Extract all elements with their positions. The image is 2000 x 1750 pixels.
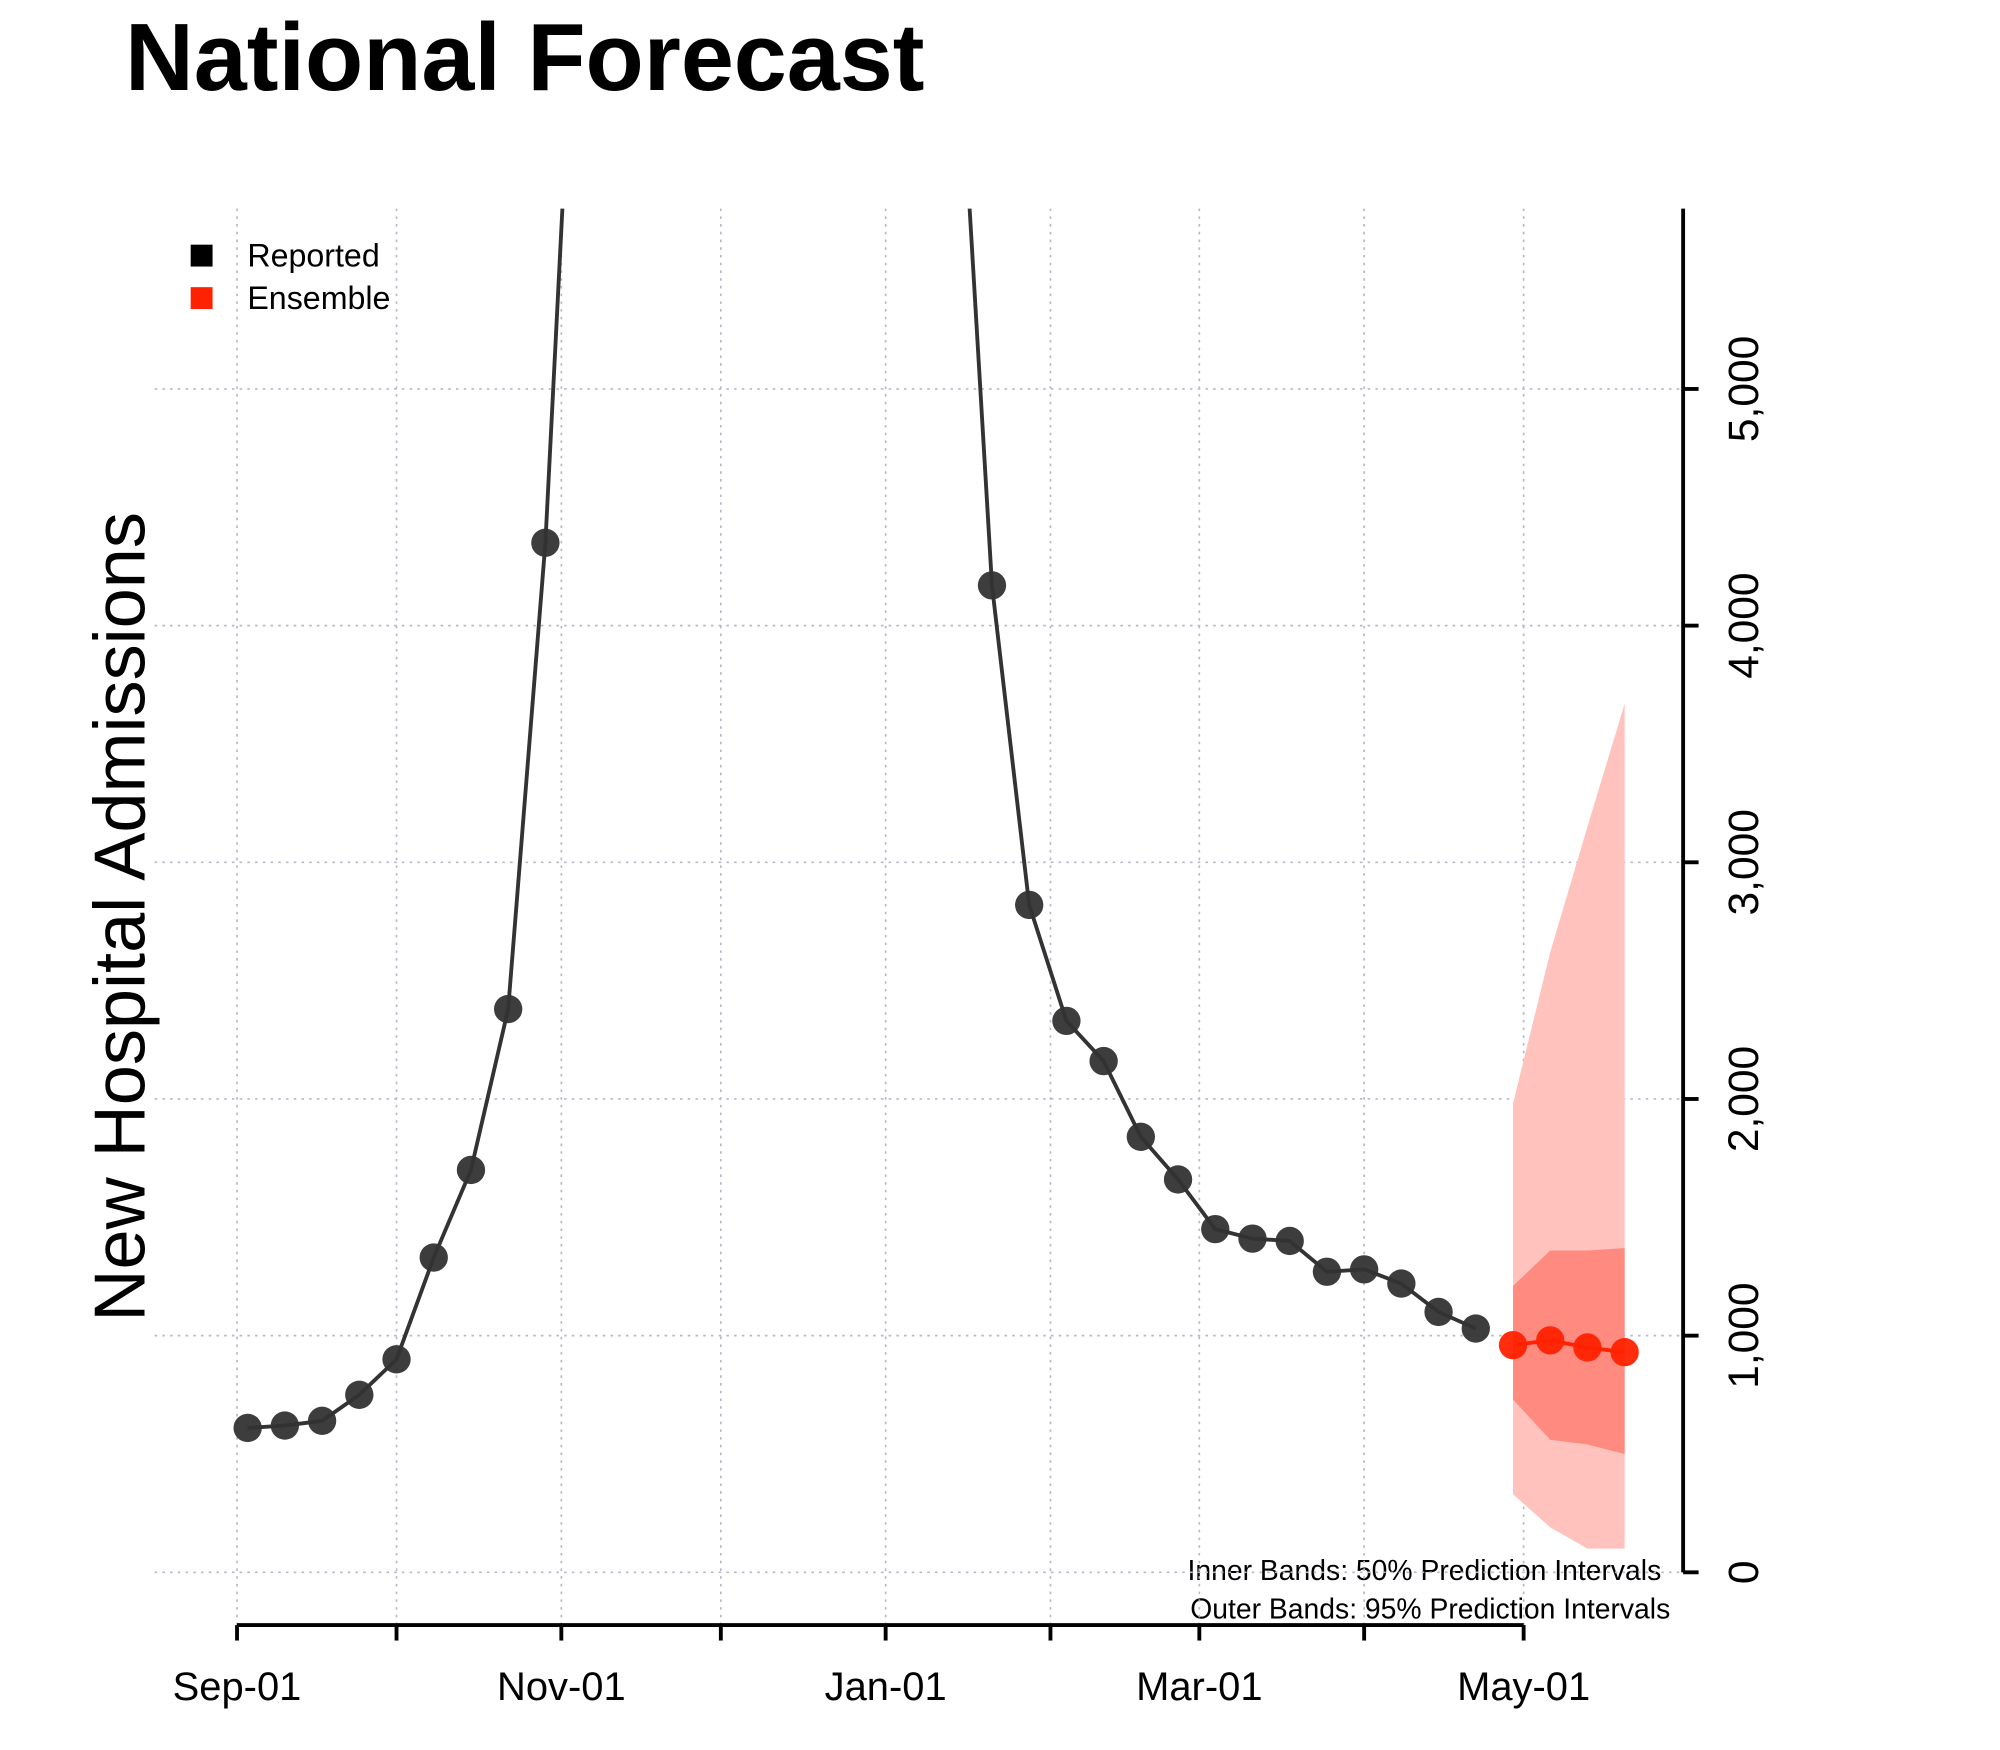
data-point (345, 1380, 374, 1409)
data-point (1312, 1257, 1342, 1286)
y-tick-label: 2,000 (1721, 1046, 1768, 1152)
data-point (1610, 1338, 1639, 1367)
prediction-band (1513, 1248, 1625, 1454)
data-point (1238, 1224, 1267, 1253)
x-tick-label: May-01 (1457, 1665, 1590, 1709)
y-axis-label: New Hospital Admissions (80, 512, 160, 1322)
legend-label: Reported (247, 238, 379, 274)
annotation: Outer Bands: 95% Prediction Intervals (1190, 1594, 1670, 1626)
data-point (1424, 1297, 1453, 1327)
annotation: Inner Bands: 50% Prediction Intervals (1188, 1555, 1662, 1587)
data-point (1498, 1330, 1528, 1360)
plot-area (233, 208, 1639, 1549)
data-point (1461, 1314, 1490, 1343)
data-point (307, 1406, 337, 1436)
data-point (233, 1413, 262, 1443)
data-point (977, 571, 1007, 600)
data-point (1126, 1122, 1156, 1152)
data-point (1163, 1165, 1193, 1194)
legend-swatch (190, 244, 213, 267)
series-line (1512, 1338, 1625, 1355)
data-point (1275, 1226, 1304, 1256)
x-tick-label: Jan-01 (825, 1665, 947, 1709)
data-point (419, 1243, 448, 1272)
data-point (1573, 1333, 1602, 1362)
x-tick-label: Nov-01 (497, 1665, 626, 1709)
x-tick-label: Sep-01 (173, 1665, 302, 1709)
y-tick-label: 3,000 (1721, 809, 1768, 915)
series-line (247, 208, 1477, 1430)
data-point (1387, 1269, 1416, 1298)
data-point (1349, 1255, 1379, 1284)
legend-swatch (190, 287, 213, 310)
y-tick-label: 5,000 (1721, 336, 1768, 442)
data-point (1201, 1214, 1230, 1244)
legend-label: Ensemble (247, 280, 390, 316)
data-point (531, 528, 560, 557)
data-point (1052, 1006, 1081, 1036)
data-point (270, 1411, 300, 1440)
y-tick-label: 0 (1721, 1560, 1768, 1584)
y-tick-label: 4,000 (1721, 572, 1768, 678)
data-point (382, 1345, 411, 1374)
data-point (456, 1155, 486, 1185)
data-point (1089, 1046, 1118, 1076)
chart-title: National Forecast (125, 5, 925, 111)
data-point (1015, 890, 1044, 920)
y-tick-label: 1,000 (1721, 1282, 1768, 1388)
data-point (494, 994, 523, 1024)
data-point (1536, 1326, 1565, 1355)
x-tick-label: Mar-01 (1136, 1665, 1262, 1709)
